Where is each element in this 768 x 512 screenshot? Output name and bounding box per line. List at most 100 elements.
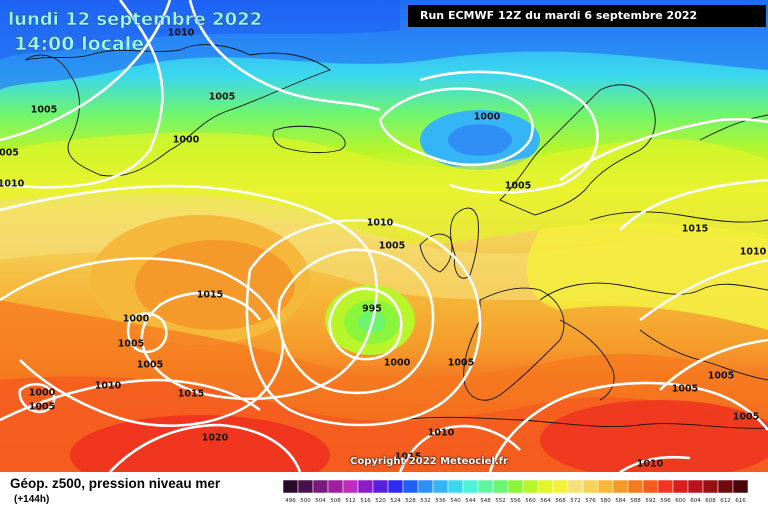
legend-tick-label: 576 — [585, 498, 596, 504]
legend-swatch — [477, 479, 494, 494]
legend-tick-label: 516 — [360, 498, 371, 504]
legend-swatch — [462, 479, 479, 494]
copyright-notice: Copyright 2022 Meteociel.fr — [350, 456, 508, 467]
isobar-label: 995 — [362, 304, 382, 315]
legend-swatch — [357, 479, 374, 494]
model-run-banner: Run ECMWF 12Z du mardi 6 septembre 2022 — [408, 5, 766, 27]
forecast-date: lundi 12 septembre 2022 — [8, 9, 263, 30]
legend-swatch — [342, 479, 359, 494]
legend-swatch — [522, 479, 539, 494]
legend-swatch — [627, 479, 644, 494]
legend-swatch — [642, 479, 659, 494]
legend-swatch — [657, 479, 674, 494]
legend-tick-label: 568 — [555, 498, 566, 504]
isobar-label: 1005 — [733, 412, 759, 423]
legend-tick-label: 552 — [495, 498, 506, 504]
forecast-time: 14:00 locale — [14, 33, 145, 55]
legend-tick-label: 512 — [345, 498, 356, 504]
isobar-label: 1015 — [178, 389, 204, 400]
legend-tick-label: 596 — [660, 498, 671, 504]
isobar-label: 1005 — [672, 384, 698, 395]
legend-swatch — [432, 479, 449, 494]
legend-swatch — [282, 479, 299, 494]
geopotential-pressure-map: 1010 1005 1005 1000 005 1010 1000 1005 1010 1005 1… — [0, 0, 768, 472]
legend-swatch — [567, 479, 584, 494]
legend-swatch — [417, 479, 434, 494]
legend-swatch — [402, 479, 419, 494]
isobar-label: 1010 — [637, 459, 664, 470]
legend-swatch — [612, 479, 629, 494]
isobar-label: 1005 — [118, 339, 144, 350]
legend-swatch — [672, 479, 689, 494]
legend-tick-label: 500 — [300, 498, 311, 504]
legend-tick-label: 544 — [465, 498, 476, 504]
isobar-label: 1005 — [708, 371, 734, 382]
legend-tick-label: 612 — [720, 498, 731, 504]
legend-tick-label: 540 — [450, 498, 461, 504]
legend-tick-label: 532 — [420, 498, 431, 504]
coastlines — [24, 44, 768, 429]
isobar-label: 1000 — [29, 388, 56, 399]
legend-tick-label: 608 — [705, 498, 716, 504]
isobar-label: 1015 — [395, 452, 421, 463]
legend-tick-label: 524 — [390, 498, 401, 504]
legend-tick-label: 560 — [525, 498, 536, 504]
isobar-label: 1005 — [379, 241, 405, 252]
legend-tick-label: 496 — [285, 498, 296, 504]
color-scale-legend: 496 500 504 508 512 516 520 524 528 532 536 540 544 5… — [282, 479, 749, 504]
isobar-label: 1015 — [197, 290, 223, 301]
isobar-label: 1000 — [474, 112, 501, 123]
legend-tick-label: 604 — [690, 498, 701, 504]
legend-swatch — [372, 479, 389, 494]
map-product-title: Géop. z500, pression niveau mer — [10, 476, 221, 491]
isobar-label: 005 — [0, 148, 19, 159]
isobar-label: 1005 — [505, 181, 531, 192]
legend-tick-label: 588 — [630, 498, 641, 504]
isobar-label: 1000 — [123, 314, 150, 325]
legend-swatch — [447, 479, 464, 494]
legend-tick-label: 584 — [615, 498, 626, 504]
legend-tick-label: 580 — [600, 498, 611, 504]
legend-swatch — [582, 479, 599, 494]
isobar-label: 1010 — [367, 218, 394, 229]
legend-swatch — [507, 479, 524, 494]
legend-swatch — [717, 479, 734, 494]
isobar-label: 1005 — [31, 105, 57, 116]
isobar-label: 1005 — [137, 360, 163, 371]
isobar-label: 1010 — [168, 28, 195, 39]
isobar-label: 1005 — [29, 402, 55, 413]
legend-tick-label: 600 — [675, 498, 686, 504]
isobar-label: 1005 — [448, 358, 474, 369]
legend-swatch — [537, 479, 554, 494]
legend-tick-label: 564 — [540, 498, 551, 504]
isobar-labels: 1010 1005 1005 1000 005 1010 1000 1005 1010 1005 1… — [0, 28, 767, 470]
isobar-label: 1005 — [209, 92, 235, 103]
legend-swatch — [552, 479, 569, 494]
legend-tick-label: 616 — [735, 498, 746, 504]
isobar-label: 1010 — [428, 428, 455, 439]
legend-tick-label: 556 — [510, 498, 521, 504]
legend-tick-label: 504 — [315, 498, 326, 504]
legend-swatch — [387, 479, 404, 494]
legend-tick-label: 536 — [435, 498, 446, 504]
legend-swatch — [297, 479, 314, 494]
isobar-label: 1010 — [740, 247, 767, 258]
legend-swatch — [492, 479, 509, 494]
forecast-lead-time: (+144h) — [14, 494, 50, 505]
isobar-label: 1000 — [384, 358, 411, 369]
legend-swatch — [312, 479, 329, 494]
legend-swatch — [327, 479, 344, 494]
isobar-lines — [0, 0, 768, 472]
legend-tick-label: 592 — [645, 498, 656, 504]
legend-tick-label: 528 — [405, 498, 416, 504]
isobar-label: 1000 — [173, 135, 200, 146]
legend-tick-label: 548 — [480, 498, 491, 504]
legend-swatch — [597, 479, 614, 494]
legend-tick-label: 520 — [375, 498, 386, 504]
isobar-label: 1010 — [0, 179, 25, 190]
legend-swatch — [687, 479, 704, 494]
legend-tick-label: 508 — [330, 498, 341, 504]
isobar-label: 1010 — [95, 381, 122, 392]
legend-swatch — [702, 479, 719, 494]
